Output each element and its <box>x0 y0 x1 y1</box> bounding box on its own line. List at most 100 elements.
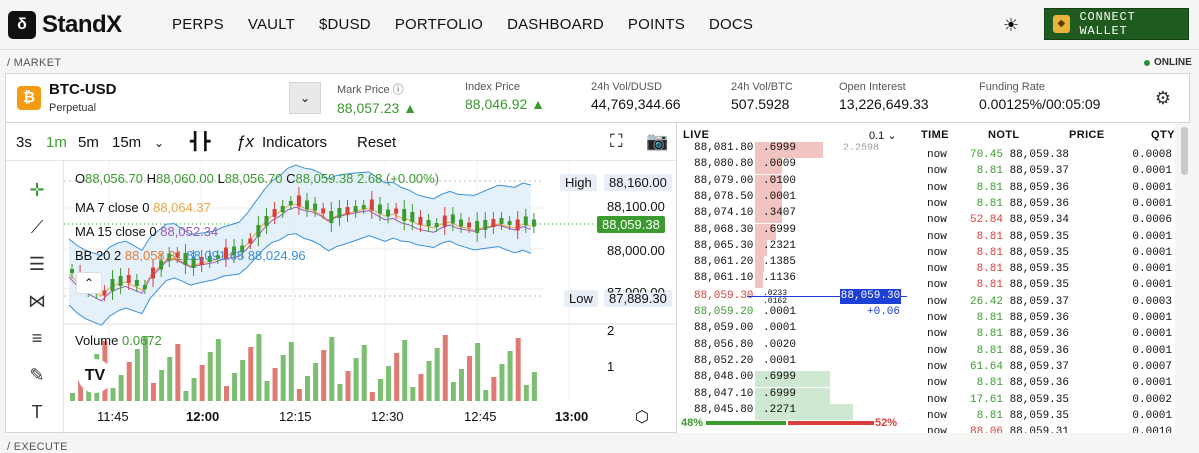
nav-link-points[interactable]: POINTS <box>627 16 685 33</box>
ohlc-legend: O88,056.70 H88,060.00 L88,056.70 C88,059… <box>75 171 440 186</box>
trade-cell: 0.0001 <box>1132 328 1172 341</box>
volume-bar <box>475 343 481 401</box>
brush-icon[interactable]: ✎ <box>29 365 45 385</box>
book-qty: .6999 <box>763 142 797 154</box>
interval-3s[interactable]: 3s <box>16 134 32 151</box>
interval-1m[interactable]: 1m <box>46 134 67 151</box>
trendline-icon[interactable]: ⟋ <box>30 217 44 237</box>
function-icon[interactable]: ƒx <box>236 132 254 151</box>
trade-cell: 8.81 <box>976 181 1003 194</box>
stat-value: 88,057.23 ▲ <box>337 99 418 116</box>
bid-row[interactable]: 88,052.20 .0001 <box>677 355 907 371</box>
candle-body <box>377 204 382 214</box>
volume-bar <box>183 391 189 401</box>
tradingview-logo-icon[interactable]: TV <box>78 359 112 393</box>
candle-body <box>288 201 293 205</box>
symbol-dropdown-button[interactable]: ⌄ <box>289 82 321 114</box>
volume-bar <box>199 365 205 401</box>
symbol-type: Perpetual <box>49 101 97 114</box>
ask-row[interactable]: 88,081.80 .6999 <box>677 142 907 158</box>
candle-body <box>450 214 455 224</box>
trade-cell: now <box>927 344 947 357</box>
ask-row[interactable]: 88,074.10 .3407 <box>677 207 907 224</box>
candle-body <box>223 247 228 259</box>
ask-row[interactable]: 88,078.50 .0001 <box>677 190 907 207</box>
settings-hex-icon[interactable]: ⬡ <box>635 409 649 426</box>
text-tool-icon[interactable]: T <box>31 402 43 422</box>
candlestick-icon[interactable]: ┫┣ <box>190 132 211 151</box>
book-title: LIVE <box>683 129 710 141</box>
mid-row[interactable]: 88,059.30 <box>677 290 907 306</box>
volume-bar <box>394 353 400 401</box>
volume-bar <box>515 338 521 401</box>
fullscreen-icon[interactable]: ⛶ <box>610 131 623 151</box>
candle-body <box>207 256 212 262</box>
symbol-block[interactable]: BTC-USD Perpetual <box>49 81 289 116</box>
ask-row[interactable]: 88,061.20 .1385 <box>677 256 907 273</box>
candle-body <box>175 252 180 258</box>
trade-row: now 8.81 88,059.37 0.0001 <box>907 165 1175 181</box>
pattern-icon[interactable]: ⋈ <box>28 291 46 311</box>
chevron-down-icon[interactable]: ⌄ <box>154 136 165 150</box>
book-price: 88,059.20 <box>694 306 754 318</box>
nav-link-dusd[interactable]: $DUSD <box>318 16 371 33</box>
trade-cell: now <box>927 426 947 433</box>
interval-15m[interactable]: 15m <box>112 134 142 151</box>
sun-icon[interactable]: ☀ <box>1002 15 1020 35</box>
nav-link-perps[interactable]: PERPS <box>172 16 224 33</box>
crosshair-icon[interactable]: ✛ <box>29 180 45 200</box>
trades-scrollbar[interactable] <box>1181 127 1188 175</box>
bid-row[interactable]: 88,048.00 .6999 <box>677 371 907 388</box>
connect-wallet-button[interactable]: ◆ CONNECT WALLET <box>1044 8 1189 40</box>
x-tick: 12:45 <box>464 409 497 424</box>
ma7-legend: MA 7 close 0 88,064.37 <box>75 200 211 215</box>
bollinger-band <box>69 165 531 326</box>
candle-body <box>475 221 480 233</box>
logo[interactable]: δ StandX <box>8 10 158 39</box>
trade-cell: 88,059.36 <box>1009 312 1069 324</box>
ask-row[interactable]: 88,065.30 .2321 <box>677 239 907 256</box>
bid-row[interactable]: 88,045.80 .2271 <box>677 403 907 420</box>
chart-plot[interactable]: O88,056.70 H88,060.00 L88,056.70 C88,059… <box>64 161 678 433</box>
nav-link-portfolio[interactable]: PORTFOLIO <box>394 16 484 33</box>
book-price: 88,074.10 <box>694 207 754 220</box>
book-price: 88,065.30 <box>694 239 754 252</box>
camera-icon[interactable]: 📷 <box>646 131 669 151</box>
candle-body <box>296 195 301 207</box>
ask-row[interactable]: 88,080.80 .0009 <box>677 158 907 175</box>
horizontal-lines-icon[interactable]: ☰ <box>28 254 46 274</box>
trade-cell: 88,059.34 <box>1009 214 1069 227</box>
vol-tick: 1 <box>607 359 615 374</box>
candle-body <box>183 253 188 265</box>
trade-cell: now <box>927 230 947 243</box>
bid-row[interactable]: 88,056.80 .0020 <box>677 339 907 355</box>
volume-bar <box>467 356 473 401</box>
candle-body <box>159 260 164 270</box>
trade-cell: 88,059.37 <box>1009 165 1069 178</box>
volume-bar <box>264 381 270 401</box>
bid-row[interactable]: 88,047.10 .6999 <box>677 387 907 404</box>
fib-icon[interactable]: ≡ <box>31 328 43 348</box>
tick-size-select[interactable]: 0.1 ⌄ <box>869 130 897 142</box>
ask-row[interactable]: 88,079.00 .0100 <box>677 174 907 191</box>
interval-5m[interactable]: 5m <box>78 134 99 151</box>
trade-cell: 0.0001 <box>1132 230 1172 243</box>
volume-bar <box>442 335 448 401</box>
bb-lower-line <box>68 233 532 326</box>
trade-cell: now <box>927 328 947 341</box>
reset-button[interactable]: Reset <box>357 134 397 151</box>
ask-row[interactable]: 88,068.30 .6999 <box>677 223 907 240</box>
bb-legend: BB 20 2 88,058.31 88,091.65 88,024.96 <box>75 248 306 263</box>
gear-icon[interactable]: ⚙ <box>1154 88 1171 108</box>
trades-header-time: TIME <box>921 129 949 141</box>
collapse-legend-button[interactable]: ⌃ <box>76 272 102 294</box>
ask-row[interactable]: 88,061.10 .1136 <box>677 272 907 289</box>
candle-body <box>240 245 245 253</box>
indicators-button[interactable]: Indicators <box>262 134 328 151</box>
nav-link-vault[interactable]: VAULT <box>247 16 295 33</box>
nav-link-dashboard[interactable]: DASHBOARD <box>507 16 604 33</box>
nav-link-docs[interactable]: DOCS <box>708 16 754 33</box>
book-qty: .1385 <box>763 256 797 269</box>
bid-row[interactable]: 88,059.00 .0001 <box>677 322 907 338</box>
bid-top-row[interactable]: 88,059.20 .0001 <box>677 306 907 322</box>
